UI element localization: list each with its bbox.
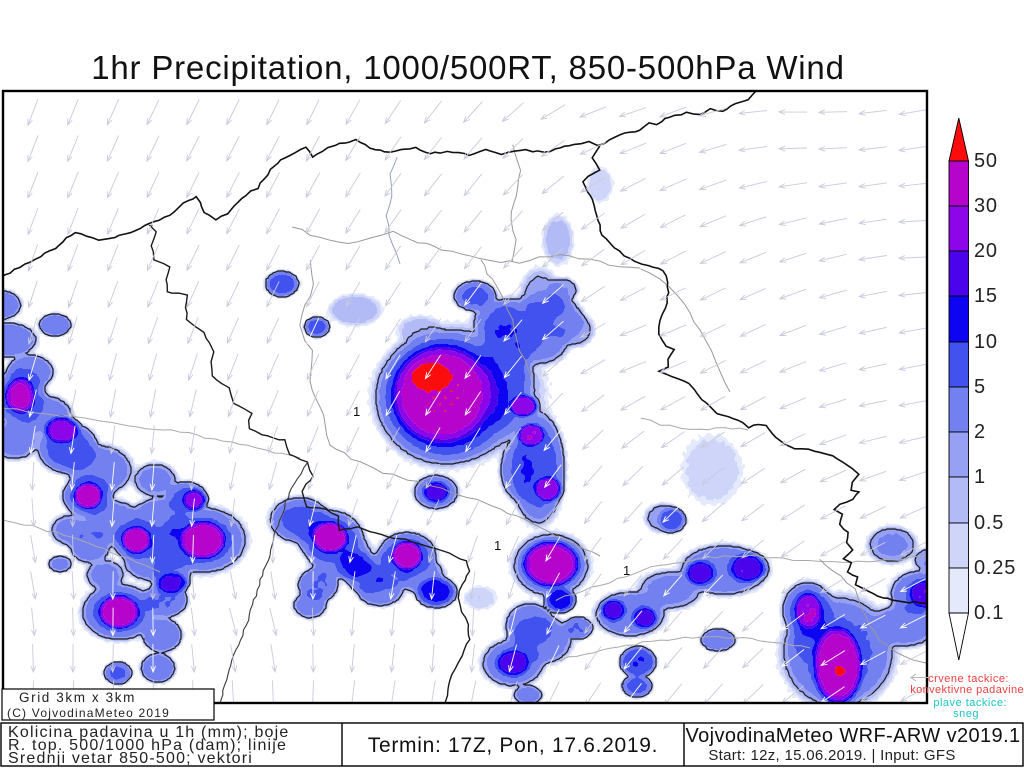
svg-text:1: 1 — [353, 404, 360, 419]
svg-text:15: 15 — [974, 285, 998, 307]
svg-text:5: 5 — [974, 376, 986, 398]
svg-text:Grid 3km x 3km: Grid 3km x 3km — [19, 690, 136, 705]
svg-text:1: 1 — [494, 538, 501, 553]
svg-text:(C) VojvodinaMeteo 2019: (C) VojvodinaMeteo 2019 — [7, 706, 170, 720]
svg-text:1hr Precipitation, 1000/500RT,: 1hr Precipitation, 1000/500RT, 850-500hP… — [91, 49, 845, 86]
svg-text:30: 30 — [974, 195, 998, 217]
svg-text:plave tackice:: plave tackice: — [933, 697, 1007, 709]
svg-text:1: 1 — [623, 563, 630, 578]
svg-text:20: 20 — [974, 240, 998, 262]
svg-text:2: 2 — [974, 421, 986, 443]
svg-text:10: 10 — [974, 331, 998, 353]
svg-text:0.5: 0.5 — [974, 512, 1004, 534]
svg-text:0.1: 0.1 — [974, 602, 1004, 624]
svg-text:50: 50 — [974, 150, 998, 172]
svg-text:0.25: 0.25 — [974, 557, 1016, 579]
svg-text:crvene tackice:: crvene tackice: — [928, 673, 1009, 685]
svg-text:konvektivne padavine: konvektivne padavine — [910, 684, 1024, 696]
svg-text:R. top. 500/1000 hPa (dam); li: R. top. 500/1000 hPa (dam); linije — [8, 737, 287, 754]
svg-text:Termin: 17Z, Pon, 17.6.2019.: Termin: 17Z, Pon, 17.6.2019. — [368, 734, 658, 757]
svg-text:VojvodinaMeteo WRF-ARW v2019.1: VojvodinaMeteo WRF-ARW v2019.1 — [685, 725, 1020, 747]
svg-text:Kolicina padavina u 1h (mm); b: Kolicina padavina u 1h (mm); boje — [8, 724, 290, 741]
svg-text:Start: 12z, 15.06.2019. | Inpu: Start: 12z, 15.06.2019. | Input: GFS — [708, 747, 955, 764]
svg-text:sneg: sneg — [953, 708, 979, 720]
svg-text:Srednji vetar 850-500; vektori: Srednji vetar 850-500; vektori — [8, 750, 253, 767]
svg-text:1: 1 — [974, 466, 986, 488]
